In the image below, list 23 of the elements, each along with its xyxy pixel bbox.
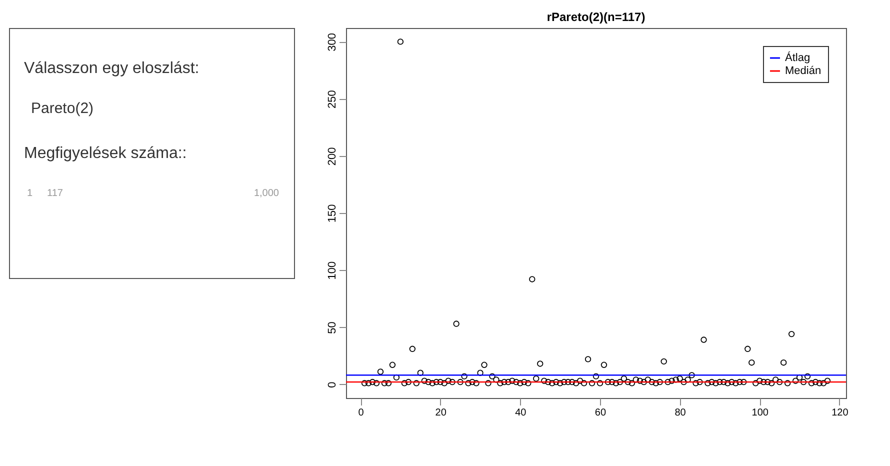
x-tick-label: 120 [832, 408, 849, 418]
x-tick-label: 20 [435, 408, 447, 418]
text: Pareto(2) [31, 100, 94, 117]
y-tick-label: 0 [326, 382, 338, 388]
y-tick-label: 50 [326, 322, 338, 334]
y-tick-label: 150 [326, 204, 338, 223]
chart-title: rPareto(2)(n=117) [546, 10, 646, 24]
text: 1 [27, 188, 33, 199]
x-tick-label: 60 [594, 408, 606, 418]
text: 117 [47, 188, 64, 199]
legend-label: Medián [785, 65, 822, 77]
x-tick-label: 80 [674, 408, 686, 418]
y-tick-label: 250 [326, 90, 338, 108]
x-tick-label: 100 [752, 408, 769, 418]
text: Válasszon egy eloszlást: [24, 60, 200, 77]
x-tick-label: 40 [515, 408, 527, 418]
x-tick-label: 0 [358, 408, 364, 418]
legend-label: Átlag [785, 51, 810, 64]
text: 1,000 [254, 188, 280, 199]
y-tick-label: 300 [326, 33, 338, 52]
text: Megfigyelések száma:: [24, 145, 187, 162]
y-tick-label: 100 [326, 261, 338, 280]
y-tick-label: 200 [326, 147, 338, 166]
